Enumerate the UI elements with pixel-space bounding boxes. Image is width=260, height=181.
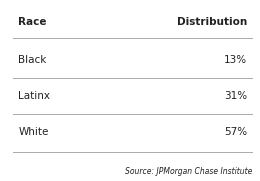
- Text: Race: Race: [18, 17, 47, 27]
- Text: Distribution: Distribution: [177, 17, 247, 27]
- Text: Black: Black: [18, 55, 47, 65]
- Text: Source: JPMorgan Chase Institute: Source: JPMorgan Chase Institute: [125, 167, 252, 176]
- Text: Latinx: Latinx: [18, 91, 50, 101]
- Text: 57%: 57%: [224, 127, 247, 137]
- Text: 31%: 31%: [224, 91, 247, 101]
- Text: 13%: 13%: [224, 55, 247, 65]
- Text: White: White: [18, 127, 49, 137]
